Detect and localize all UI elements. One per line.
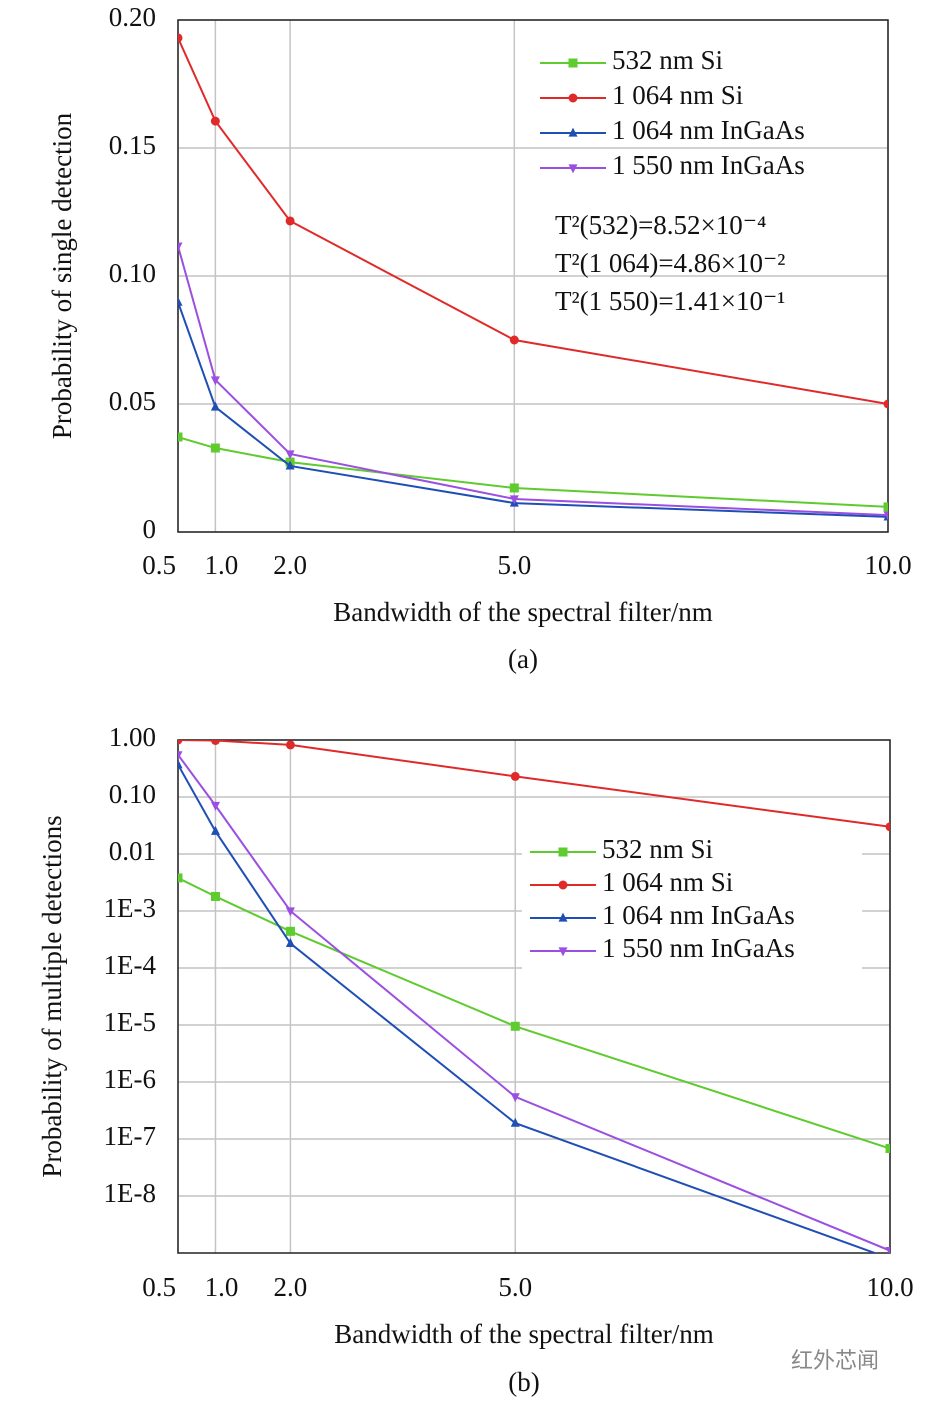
x-tick-label: 1.0 [204, 550, 238, 580]
y-tick-label: 1E-8 [104, 1178, 156, 1208]
marker [568, 127, 578, 137]
marker [885, 822, 890, 832]
marker [886, 1253, 895, 1262]
marker [558, 847, 568, 857]
watermark: 红外芯闻 [791, 1349, 879, 1374]
y-tick-label: 0.10 [109, 779, 156, 809]
y-tick-label: 1E-7 [104, 1121, 156, 1151]
marker [210, 401, 220, 411]
marker [558, 880, 568, 890]
marker [885, 1144, 890, 1154]
legend-label: 532 nm Si [602, 834, 713, 864]
x-tick-label: 5.0 [497, 550, 531, 580]
marker [210, 116, 220, 126]
marker [883, 511, 888, 521]
annotation: T²(1 550)=1.41×10⁻¹ [555, 286, 785, 316]
series-group [178, 740, 895, 1262]
marker [558, 912, 568, 922]
legend-label: 532 nm Si [612, 45, 723, 75]
marker [178, 242, 183, 252]
legend-label: 1 550 nm InGaAs [612, 150, 805, 180]
x-tick-label: 10.0 [864, 550, 911, 580]
marker [285, 907, 295, 917]
marker [178, 33, 183, 43]
marker [178, 432, 183, 442]
legend-label: 1 064 nm Si [602, 867, 733, 897]
y-tick-label: 0.10 [109, 258, 156, 288]
marker [558, 947, 568, 957]
marker [883, 502, 888, 512]
marker [178, 740, 183, 745]
y-tick-label: 1E-6 [104, 1064, 156, 1094]
legend-label: 1 064 nm Si [612, 80, 743, 110]
x-axis-label: Bandwidth of the spectral filter/nm [333, 597, 712, 627]
y-axis-label: Probability of multiple detections [37, 815, 67, 1177]
x-tick-label: 2.0 [274, 1272, 308, 1302]
legend-label: 1 064 nm InGaAs [602, 900, 795, 930]
plot-frame [177, 19, 889, 533]
plot-area [178, 740, 890, 1253]
y-tick-label: 0.01 [109, 836, 156, 866]
x-axis-label: Bandwidth of the spectral filter/nm [334, 1319, 713, 1349]
marker [178, 296, 183, 306]
x-tick-label: 1.0 [205, 1272, 239, 1302]
x-tick-label: 5.0 [498, 1272, 532, 1302]
marker [509, 495, 519, 505]
marker [510, 771, 520, 781]
marker [510, 1093, 520, 1103]
caption: (b) [508, 1367, 539, 1397]
plot-frame [177, 739, 891, 1254]
marker [178, 873, 183, 883]
x-tick-label: 0.5 [142, 550, 176, 580]
marker [178, 751, 183, 761]
legend-label: 1 064 nm InGaAs [612, 115, 805, 145]
marker [285, 460, 295, 470]
marker [210, 376, 220, 386]
y-tick-label: 0 [143, 514, 157, 544]
marker [285, 740, 295, 750]
marker [210, 740, 220, 745]
marker [568, 164, 578, 174]
y-tick-label: 1E-5 [104, 1007, 156, 1037]
marker [285, 216, 295, 226]
marker [210, 891, 220, 901]
y-tick-label: 1E-3 [104, 893, 156, 923]
marker [568, 93, 578, 103]
marker [285, 938, 295, 948]
marker [210, 825, 220, 835]
y-tick-label: 0.15 [109, 130, 156, 160]
y-tick-label: 1.00 [109, 722, 156, 752]
marker [210, 801, 220, 811]
y-tick-label: 0.20 [109, 2, 156, 32]
x-tick-label: 2.0 [273, 550, 307, 580]
x-tick-label: 0.5 [142, 1272, 176, 1302]
marker [178, 759, 183, 769]
marker [568, 58, 578, 68]
annotation: T²(1 064)=4.86×10⁻² [555, 248, 785, 278]
marker [510, 1021, 520, 1031]
y-tick-label: 1E-4 [104, 950, 157, 980]
marker [510, 1117, 520, 1127]
legend-label: 1 550 nm InGaAs [602, 933, 795, 963]
marker [285, 450, 295, 460]
annotation: T²(532)=8.52×10⁻⁴ [555, 210, 766, 240]
marker [883, 399, 888, 409]
legend-box [522, 836, 862, 970]
marker [509, 335, 519, 345]
marker [210, 443, 220, 453]
caption: (a) [508, 644, 538, 674]
y-axis-label: Probability of single detection [47, 112, 77, 439]
y-tick-label: 0.05 [109, 386, 156, 416]
marker [885, 1247, 890, 1253]
marker [509, 483, 519, 493]
series-group [178, 33, 888, 521]
x-tick-label: 10.0 [866, 1272, 913, 1302]
marker [285, 926, 295, 936]
